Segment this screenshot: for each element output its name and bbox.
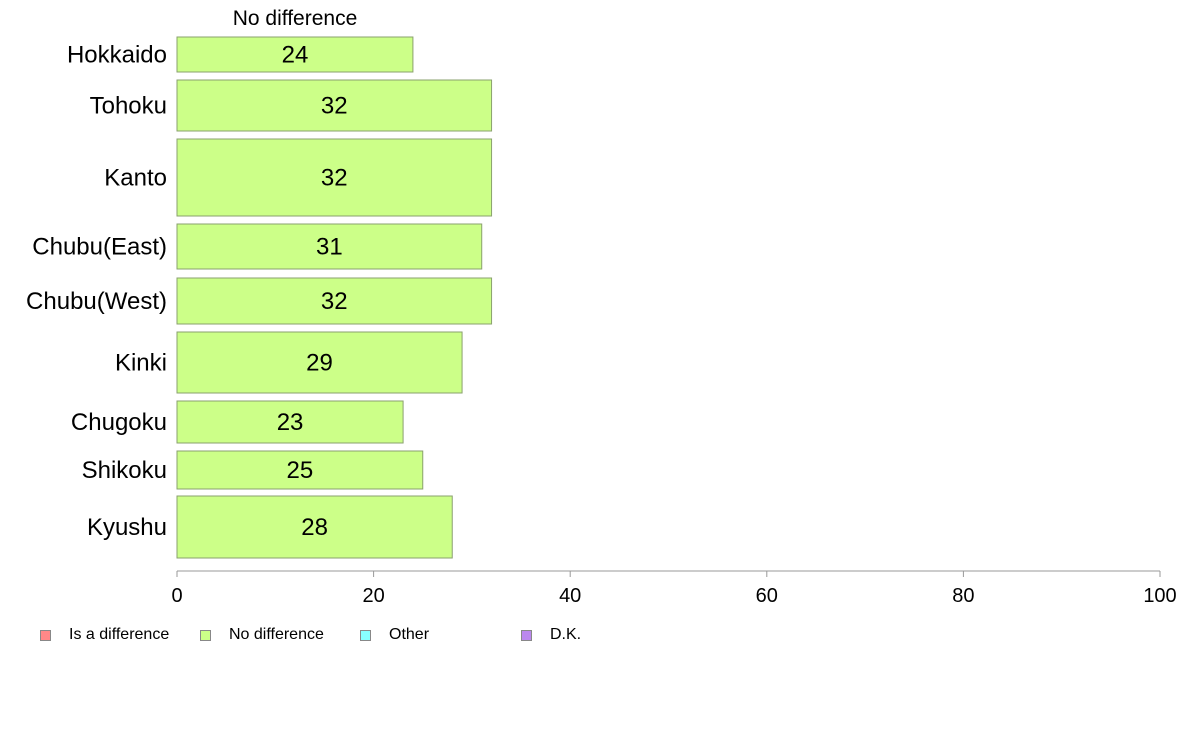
legend-label-no-difference: No difference	[229, 626, 324, 643]
bar-chubu-east	[176, 223, 483, 270]
legend-item-dk: D.K.	[521, 624, 581, 646]
legend: Is a difference No difference Other D.K.	[0, 624, 1188, 646]
value-label-hokkaido: 24	[282, 42, 309, 69]
legend-swatch-no-difference	[200, 629, 211, 641]
bar-shikoku	[176, 450, 424, 490]
bar-chart: No difference 24 Hokkaido 32 Tohoku 32 Kanto 3…	[26, 7, 1177, 607]
x-tick-label-40: 40	[559, 585, 581, 607]
value-label-chubu-west: 32	[321, 288, 348, 315]
value-label-chugoku: 23	[277, 409, 304, 436]
bar-hokkaido	[176, 36, 414, 73]
legend-swatch-is-a-difference	[40, 629, 51, 641]
category-label-chubu-east: Chubu(East)	[32, 234, 167, 261]
value-label-tohoku: 32	[321, 93, 348, 120]
value-label-shikoku: 25	[287, 457, 314, 484]
x-tick-label-0: 0	[171, 585, 182, 607]
category-label-kanto: Kanto	[104, 165, 167, 192]
bar-chugoku	[176, 400, 404, 444]
legend-item-is-a-difference: Is a difference	[40, 624, 169, 646]
legend-swatch-other	[360, 629, 371, 641]
legend-label-is-a-difference: Is a difference	[69, 626, 170, 643]
category-label-hokkaido: Hokkaido	[67, 42, 167, 69]
legend-label-dk: D.K.	[550, 626, 582, 643]
bars-layer: 24 Hokkaido 32 Tohoku 32 Kanto 31 Chubu(East) 32…	[26, 36, 493, 559]
category-label-kyushu: Kyushu	[87, 514, 167, 541]
bar-tohoku	[176, 79, 493, 132]
value-label-chubu-east: 31	[316, 234, 343, 261]
bar-chubu-west	[176, 277, 493, 325]
x-tick-label-20: 20	[362, 585, 384, 607]
value-label-kanto: 32	[321, 165, 348, 192]
series-title: No difference	[233, 7, 358, 30]
category-label-chugoku: Chugoku	[71, 409, 167, 436]
legend-label-other: Other	[389, 626, 430, 643]
legend-item-other: Other	[360, 624, 429, 646]
x-tick-label-80: 80	[952, 585, 974, 607]
category-label-kinki: Kinki	[115, 350, 167, 377]
category-label-tohoku: Tohoku	[90, 93, 167, 120]
x-tick-label-60: 60	[756, 585, 778, 607]
bar-kanto	[176, 138, 493, 217]
bar-kinki	[176, 331, 463, 394]
category-label-shikoku: Shikoku	[82, 457, 167, 484]
value-label-kinki: 29	[306, 350, 333, 377]
legend-item-no-difference: No difference	[200, 624, 324, 646]
value-label-kyushu: 28	[301, 514, 328, 541]
category-label-chubu-west: Chubu(West)	[26, 288, 167, 315]
x-axis: 0 20 40 60 80 100	[171, 570, 1177, 607]
legend-swatch-dk	[521, 629, 532, 641]
x-tick-label-100: 100	[1143, 585, 1176, 607]
bar-kyushu	[176, 495, 453, 559]
